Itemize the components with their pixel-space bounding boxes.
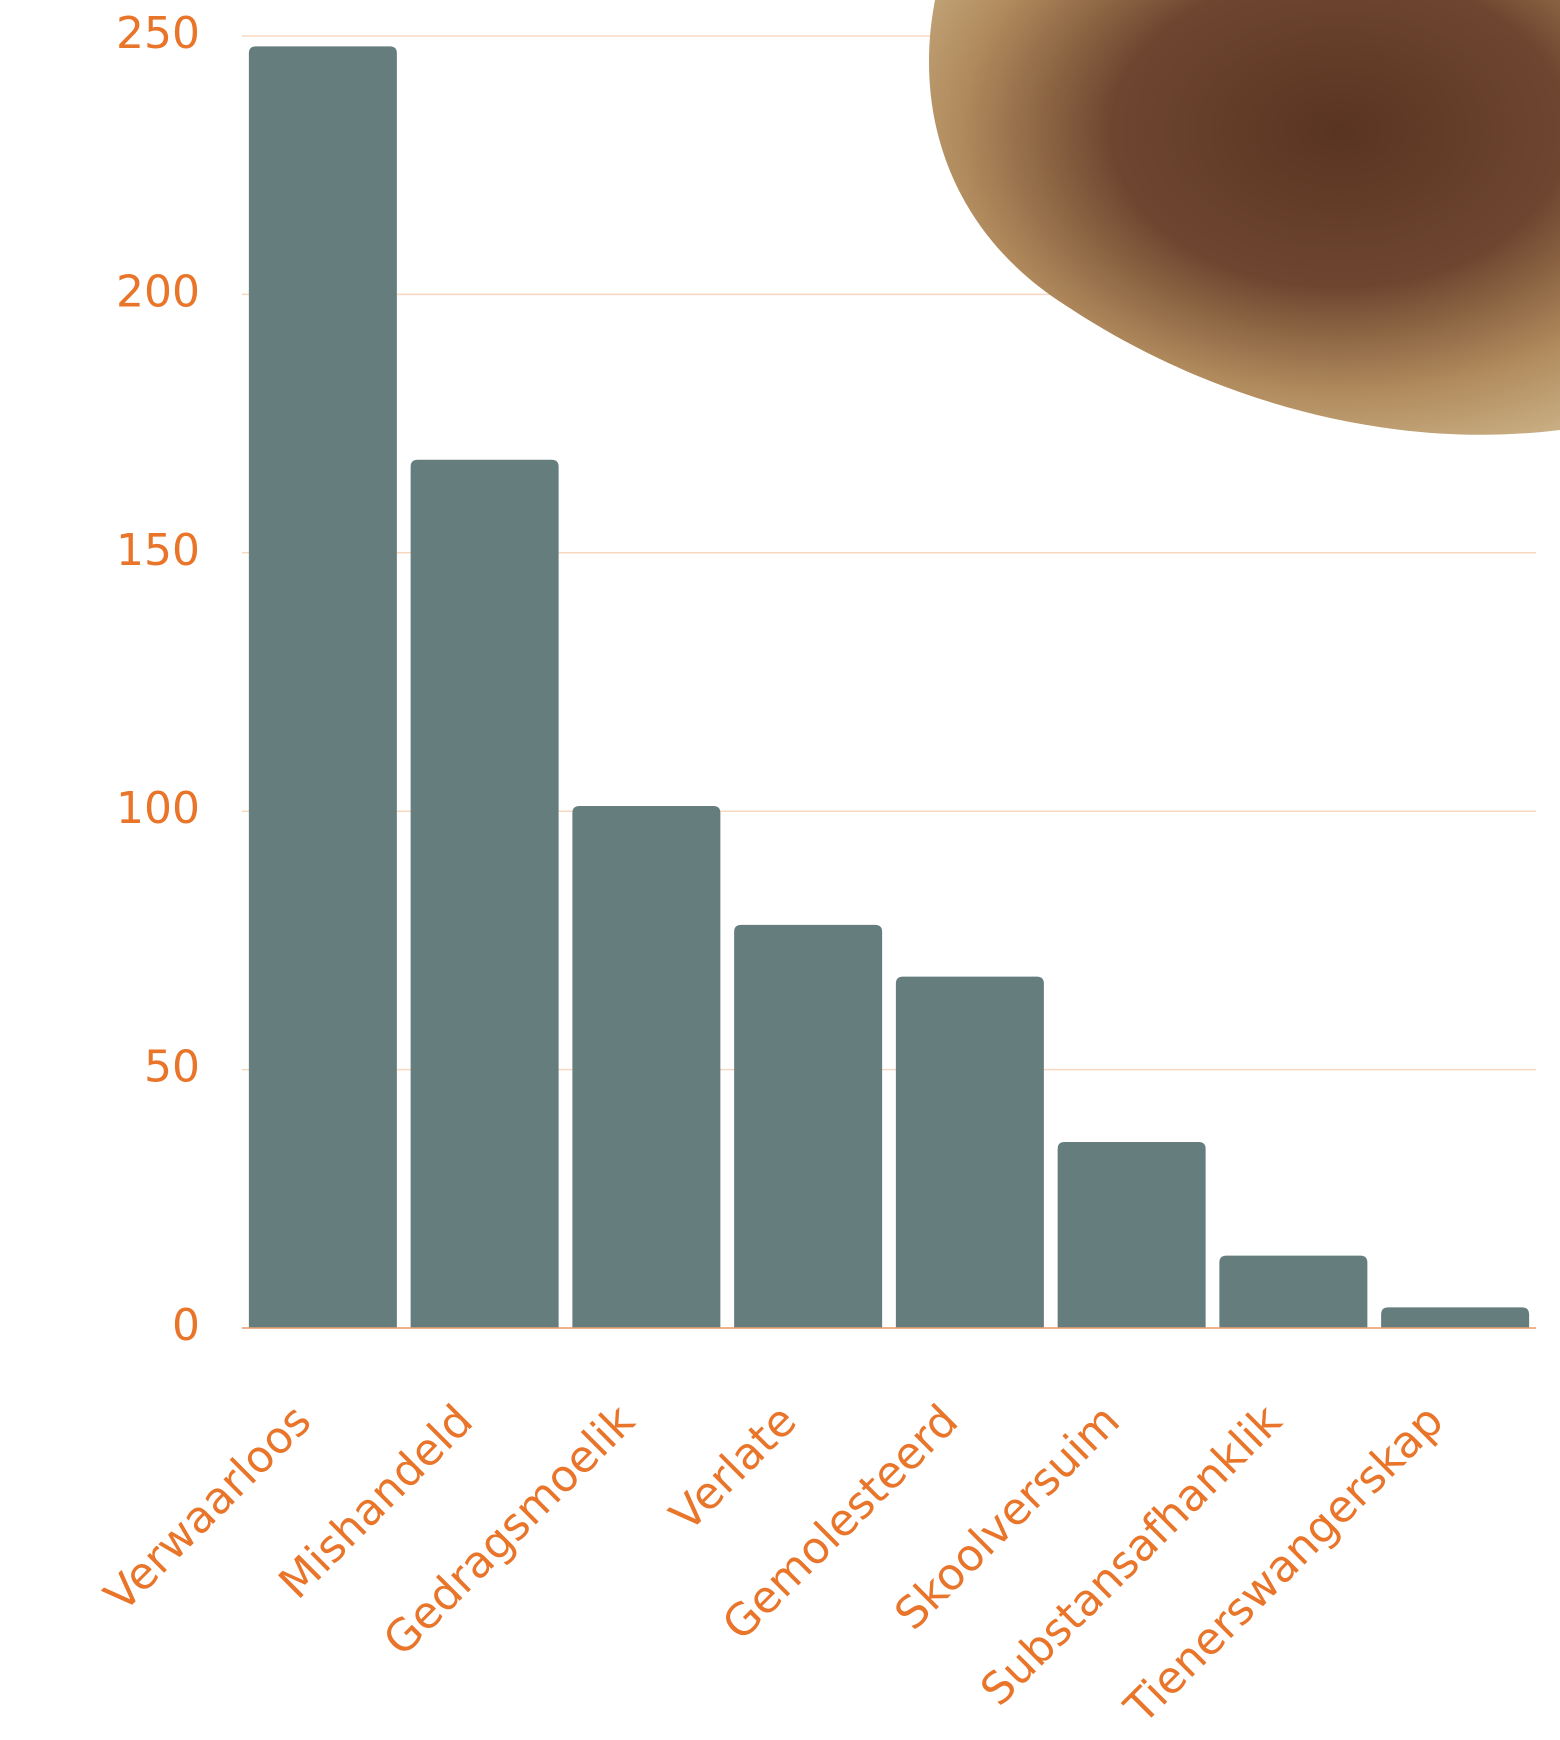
photo — [928, 0, 1560, 435]
y-tick-label: 200 — [116, 266, 200, 317]
y-tick-label: 0 — [172, 1300, 200, 1351]
bars — [248, 46, 1530, 1329]
bar — [410, 459, 559, 1328]
y-tick-label: 250 — [116, 8, 200, 59]
bar — [895, 976, 1044, 1328]
bar — [734, 924, 883, 1328]
x-tick-label: Tienerswangerskap — [1115, 1395, 1454, 1734]
x-tick-label: Substansafhanklik — [971, 1395, 1292, 1716]
bar — [572, 806, 721, 1328]
x-tick-label: Verlate — [660, 1395, 806, 1541]
y-tick-label: 50 — [144, 1042, 200, 1093]
bar — [1057, 1141, 1206, 1328]
bar — [1219, 1255, 1368, 1328]
y-tick-label: 150 — [116, 525, 200, 576]
y-tick-label: 100 — [116, 783, 200, 834]
bar — [248, 46, 397, 1329]
bar — [1381, 1307, 1530, 1328]
